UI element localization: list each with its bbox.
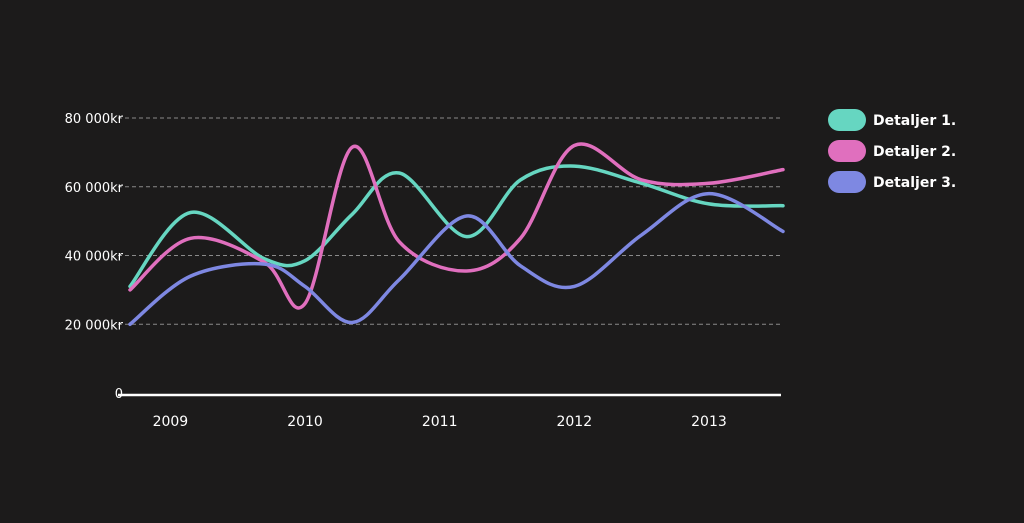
legend-swatch xyxy=(828,171,866,193)
series-line-2 xyxy=(128,142,785,310)
gridlines xyxy=(118,117,781,325)
series-line-1 xyxy=(128,164,785,289)
series-lines xyxy=(128,142,785,327)
x-tick-label: 2010 xyxy=(287,414,323,430)
legend-label: Detaljer 1. xyxy=(873,113,956,129)
legend-label: Detaljer 3. xyxy=(873,175,956,191)
x-tick-label: 2011 xyxy=(422,414,458,430)
y-tick-label: 20 000kr xyxy=(65,318,124,333)
series-line-3 xyxy=(128,191,785,327)
legend-label: Detaljer 2. xyxy=(873,144,956,160)
legend: Detaljer 1. Detaljer 2. Detaljer 3. xyxy=(828,109,956,193)
legend-swatch xyxy=(828,109,866,131)
y-tick-label: 80 000kr xyxy=(65,112,124,127)
y-tick-label: 40 000kr xyxy=(65,250,124,265)
y-tick-label: 60 000kr xyxy=(65,181,124,196)
x-tick-label: 2012 xyxy=(556,414,592,430)
legend-swatch xyxy=(828,140,866,162)
x-tick-label: 2013 xyxy=(691,414,727,430)
x-tick-label: 2009 xyxy=(153,414,189,430)
